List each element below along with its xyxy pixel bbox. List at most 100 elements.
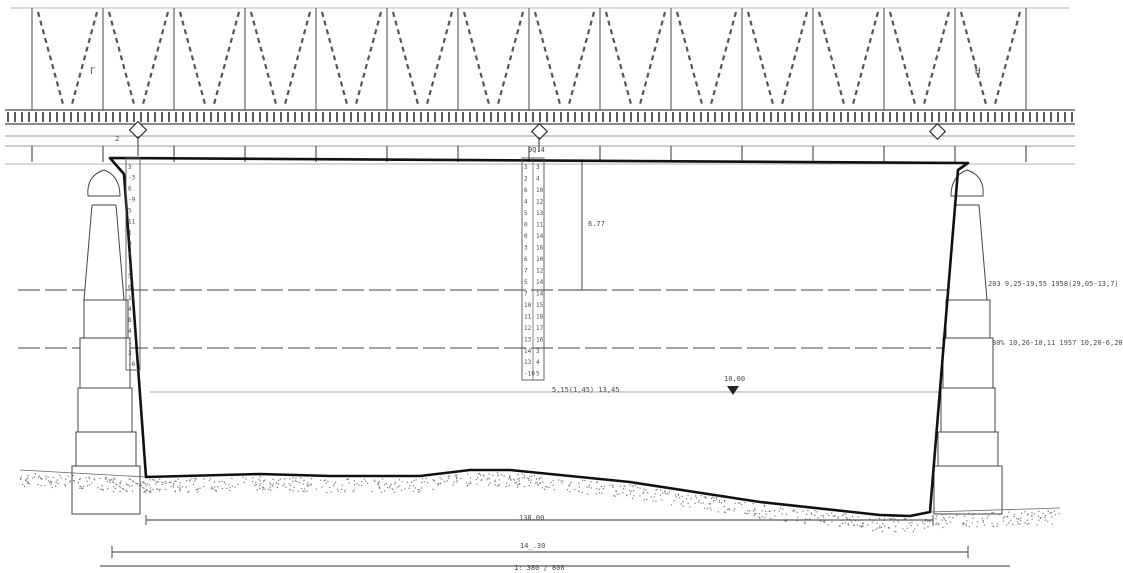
ground-dot — [660, 489, 662, 491]
ground-dot — [1051, 516, 1053, 518]
ground-dot — [584, 479, 586, 481]
ground-dot — [145, 491, 147, 493]
ground-dot — [578, 486, 580, 488]
ground-dot — [469, 481, 471, 483]
ground-dot — [136, 483, 138, 485]
ground-dot — [841, 522, 843, 524]
ground-dot — [333, 485, 335, 487]
ground-dot — [279, 478, 281, 480]
truss-diagonal — [391, 11, 420, 107]
ground-dot — [728, 508, 730, 510]
ground-dot — [716, 498, 718, 500]
ground-dot — [417, 491, 419, 493]
ground-dot — [1031, 515, 1033, 517]
ground-dot — [680, 503, 682, 505]
ground-dot — [133, 481, 135, 483]
ground-dot — [40, 485, 42, 487]
ground-dot — [912, 531, 914, 533]
gauge-number: 11 — [536, 222, 544, 229]
ground-dot — [145, 485, 147, 487]
ground-dot — [548, 486, 550, 488]
ground-dot — [1040, 517, 1042, 519]
truss-diagonal — [354, 11, 383, 107]
ground-dot — [113, 491, 115, 493]
ground-dot — [510, 479, 512, 481]
ground-dot — [150, 491, 152, 493]
ground-dot — [1026, 519, 1028, 521]
ground-dot — [361, 481, 363, 483]
ground-dot — [127, 484, 129, 486]
ground-dot — [664, 491, 666, 493]
ground-dot — [509, 477, 511, 479]
ground-dot — [100, 488, 102, 490]
ground-dot — [715, 497, 718, 499]
ground-dot — [943, 517, 945, 519]
ground-dot — [962, 524, 964, 526]
ground-dot — [81, 487, 83, 489]
ground-dot — [20, 478, 22, 480]
ground-dot — [1003, 516, 1006, 518]
ground-dot — [854, 520, 856, 522]
span-clear-label: 138.00 — [519, 514, 544, 522]
ground-dot — [937, 523, 939, 526]
ground-dot — [1006, 524, 1008, 526]
ground-dot — [418, 489, 420, 491]
ground-dot — [487, 477, 489, 479]
ground-dot — [478, 473, 481, 475]
bearings — [128, 120, 947, 156]
ground-dot — [721, 502, 723, 504]
gauge-number: 12 — [536, 267, 544, 274]
ground-dot — [545, 486, 547, 488]
ground-dot — [643, 499, 645, 501]
overall-label: 1: 380 / 800 — [514, 564, 565, 572]
ground-dot — [949, 521, 952, 523]
ground-dot — [210, 478, 212, 480]
ground-dot — [698, 500, 700, 502]
ground-dot — [626, 495, 628, 497]
gauge-number: 5 — [128, 208, 132, 215]
ground-dot — [888, 527, 890, 529]
ground-dot — [968, 512, 970, 514]
ground-dot — [214, 486, 216, 488]
ground-dot — [456, 479, 458, 482]
ground-dot — [734, 502, 736, 504]
ground-dot — [705, 497, 707, 499]
ground-dot — [107, 488, 109, 490]
gauge-number: 1 — [128, 262, 132, 269]
ground-dot — [929, 519, 931, 522]
ground-dot — [194, 480, 196, 482]
ground-dot — [570, 481, 572, 483]
ground-dot — [552, 479, 554, 482]
ground-dot — [893, 530, 896, 532]
ground-dot — [20, 476, 22, 478]
ground-dot — [903, 518, 905, 520]
gauge-number: 4 — [128, 306, 132, 313]
ground-dot — [768, 510, 770, 512]
ground-dot — [324, 479, 326, 481]
ground-dot — [356, 483, 358, 485]
ground-dot — [902, 528, 904, 530]
ground-dot — [814, 514, 816, 516]
ground-dot — [1006, 516, 1008, 518]
ground-dot — [631, 497, 633, 499]
ground-dot — [642, 492, 644, 494]
ground-dot — [713, 500, 715, 502]
ground-dot — [408, 487, 410, 489]
ground-dot — [86, 480, 88, 482]
ground-dot — [386, 486, 389, 489]
ground-dot — [277, 483, 280, 485]
ground-dot — [619, 485, 622, 487]
ground-dot — [782, 508, 784, 510]
ground-dot — [384, 490, 386, 492]
ground-dot — [297, 490, 299, 492]
ground-dot — [634, 484, 636, 486]
ground-dot — [543, 488, 546, 490]
ground-dot — [879, 525, 881, 527]
ground-dot — [477, 473, 480, 475]
ground-dot — [740, 503, 743, 505]
ground-dot — [861, 525, 863, 527]
ground-dot — [163, 482, 165, 484]
ground-dot — [747, 510, 749, 512]
ground-dot — [146, 489, 148, 491]
ground-dot — [347, 478, 349, 480]
